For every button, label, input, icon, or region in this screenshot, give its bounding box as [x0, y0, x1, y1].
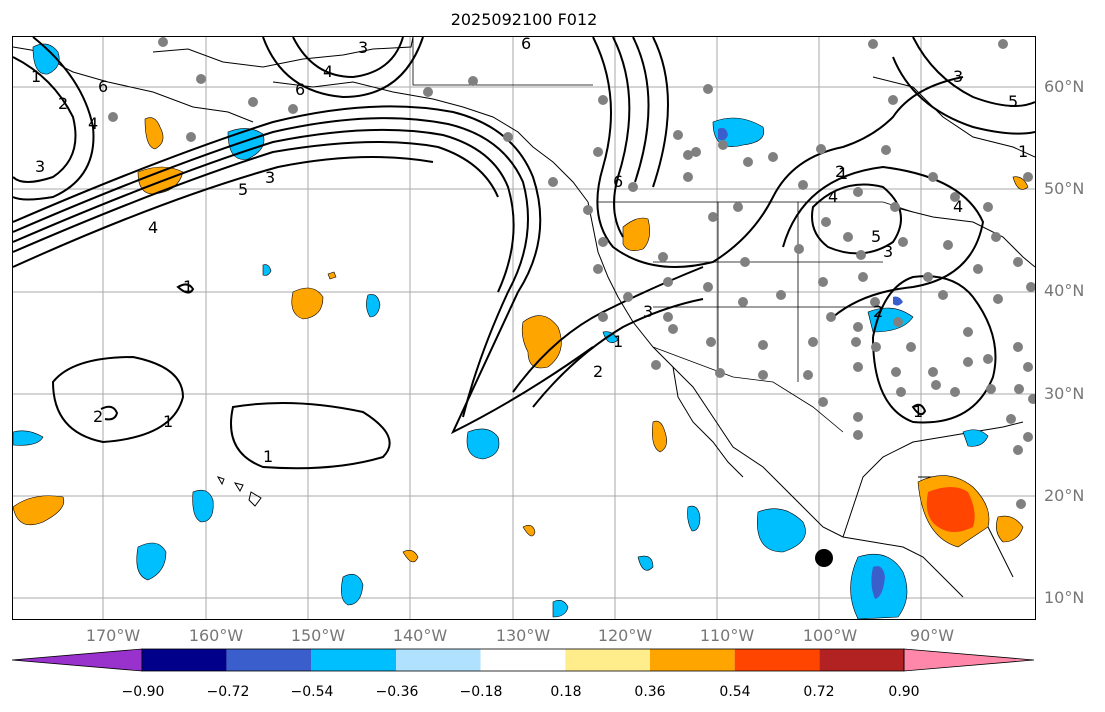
contour-label: 3 — [358, 38, 368, 57]
contour-label: 4 — [88, 114, 98, 133]
map-panel: 4 5 3 6 6 4 3 6 6 2 4 3 1 1 2 1 1 2 1 3 … — [12, 36, 1036, 620]
colorbar-segment — [734, 649, 820, 671]
lon-label: 170°W — [85, 626, 141, 645]
colorbar-tick-label: 0.90 — [888, 684, 920, 700]
contour-label: 4 — [828, 187, 838, 206]
strong-negative-shading — [718, 127, 903, 599]
lon-label: 140°W — [392, 626, 448, 645]
colorbar-segment — [396, 649, 481, 671]
colorbar-tick-label: 0.36 — [634, 684, 666, 700]
colorbar-segment — [142, 649, 227, 671]
colorbar-tick-label: −0.36 — [375, 684, 419, 700]
map-title: 2025092100 F012 — [450, 10, 598, 29]
colorbar-tick-label: 0.18 — [550, 684, 582, 700]
contour-label: 1 — [263, 447, 273, 466]
colorbar — [12, 648, 1035, 672]
colorbar-segments — [12, 648, 1035, 672]
lon-label: 130°W — [495, 626, 551, 645]
lat-label: 50°N — [1044, 179, 1085, 198]
lon-label: 150°W — [290, 626, 346, 645]
colorbar-tick-label: −0.72 — [206, 684, 250, 700]
contour-label: 1 — [31, 67, 41, 86]
colorbar-segment — [311, 649, 396, 671]
contour-label: 2 — [58, 94, 68, 113]
station-markers — [108, 37, 1035, 509]
colorbar-tick-label: −0.18 — [459, 684, 503, 700]
contour-label: 3 — [953, 67, 963, 86]
colorbar-segment — [819, 649, 904, 671]
contour-label: 1 — [183, 277, 193, 296]
contour-label: 5 — [871, 227, 881, 246]
lon-label: 100°W — [802, 626, 858, 645]
positive-anomaly-shading — [13, 117, 1029, 563]
colorbar-tick-label: −0.90 — [121, 684, 165, 700]
lon-label: 90°W — [909, 626, 955, 645]
lon-label: 110°W — [699, 626, 755, 645]
contour-label: 5 — [1008, 92, 1018, 111]
colorbar-extend-low — [12, 648, 143, 672]
contour-label: 4 — [953, 197, 963, 216]
colorbar-extend-high — [903, 648, 1035, 672]
lat-label: 30°N — [1044, 384, 1085, 403]
lat-label: 40°N — [1044, 281, 1085, 300]
contour-label: 2 — [873, 302, 883, 321]
colorbar-outline — [141, 648, 905, 672]
strong-positive-shading — [926, 487, 975, 532]
contour-label: 5 — [238, 180, 248, 199]
contour-label: 3 — [883, 242, 893, 261]
lat-label: 60°N — [1044, 77, 1085, 96]
contour-label: 1 — [913, 402, 923, 421]
contour-label: 2 — [835, 162, 845, 181]
contour-label: 1 — [838, 164, 848, 183]
contour-label: 6 — [295, 80, 305, 99]
contour-label: 4 — [148, 218, 158, 237]
contour-label: 1 — [613, 332, 623, 351]
contour-label: 3 — [265, 168, 275, 187]
colorbar-tick-label: 0.72 — [803, 684, 835, 700]
graticule — [13, 37, 1035, 619]
contour-label: 2 — [93, 407, 103, 426]
colorbar-segment — [650, 649, 735, 671]
colorbar-segment — [226, 649, 312, 671]
lat-label: 10°N — [1044, 588, 1085, 607]
colorbar-segment — [565, 649, 650, 671]
colorbar-segment — [480, 649, 566, 671]
contour-label: 6 — [521, 37, 531, 53]
contour-label: 2 — [593, 362, 603, 381]
lon-label: 120°W — [597, 626, 653, 645]
contour-label: 6 — [98, 77, 108, 96]
contour-label: 3 — [35, 157, 45, 176]
map-canvas: 4 5 3 6 6 4 3 6 6 2 4 3 1 1 2 1 1 2 1 3 … — [13, 37, 1035, 619]
contour-label: 4 — [323, 62, 333, 81]
hawaii-islands — [216, 476, 262, 507]
lon-label: 160°W — [188, 626, 244, 645]
contour-label: 1 — [1018, 142, 1028, 161]
borders — [412, 37, 914, 433]
contour-labels: 4 5 3 6 6 4 3 6 6 2 4 3 1 1 2 1 1 2 1 3 … — [31, 37, 1028, 466]
contour-label: 3 — [643, 302, 653, 321]
contour-label: 1 — [163, 412, 173, 431]
contour-label: 6 — [613, 172, 623, 191]
contour-lines — [13, 37, 1035, 470]
colorbar-tick-label: 0.54 — [719, 684, 751, 700]
colorbar-tick-label: −0.54 — [290, 684, 334, 700]
lat-label: 20°N — [1044, 486, 1085, 505]
target-marker — [815, 549, 833, 567]
